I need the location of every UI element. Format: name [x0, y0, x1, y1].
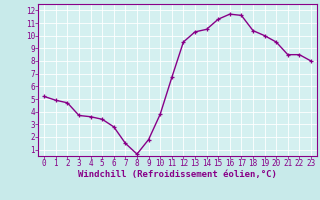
X-axis label: Windchill (Refroidissement éolien,°C): Windchill (Refroidissement éolien,°C): [78, 170, 277, 179]
